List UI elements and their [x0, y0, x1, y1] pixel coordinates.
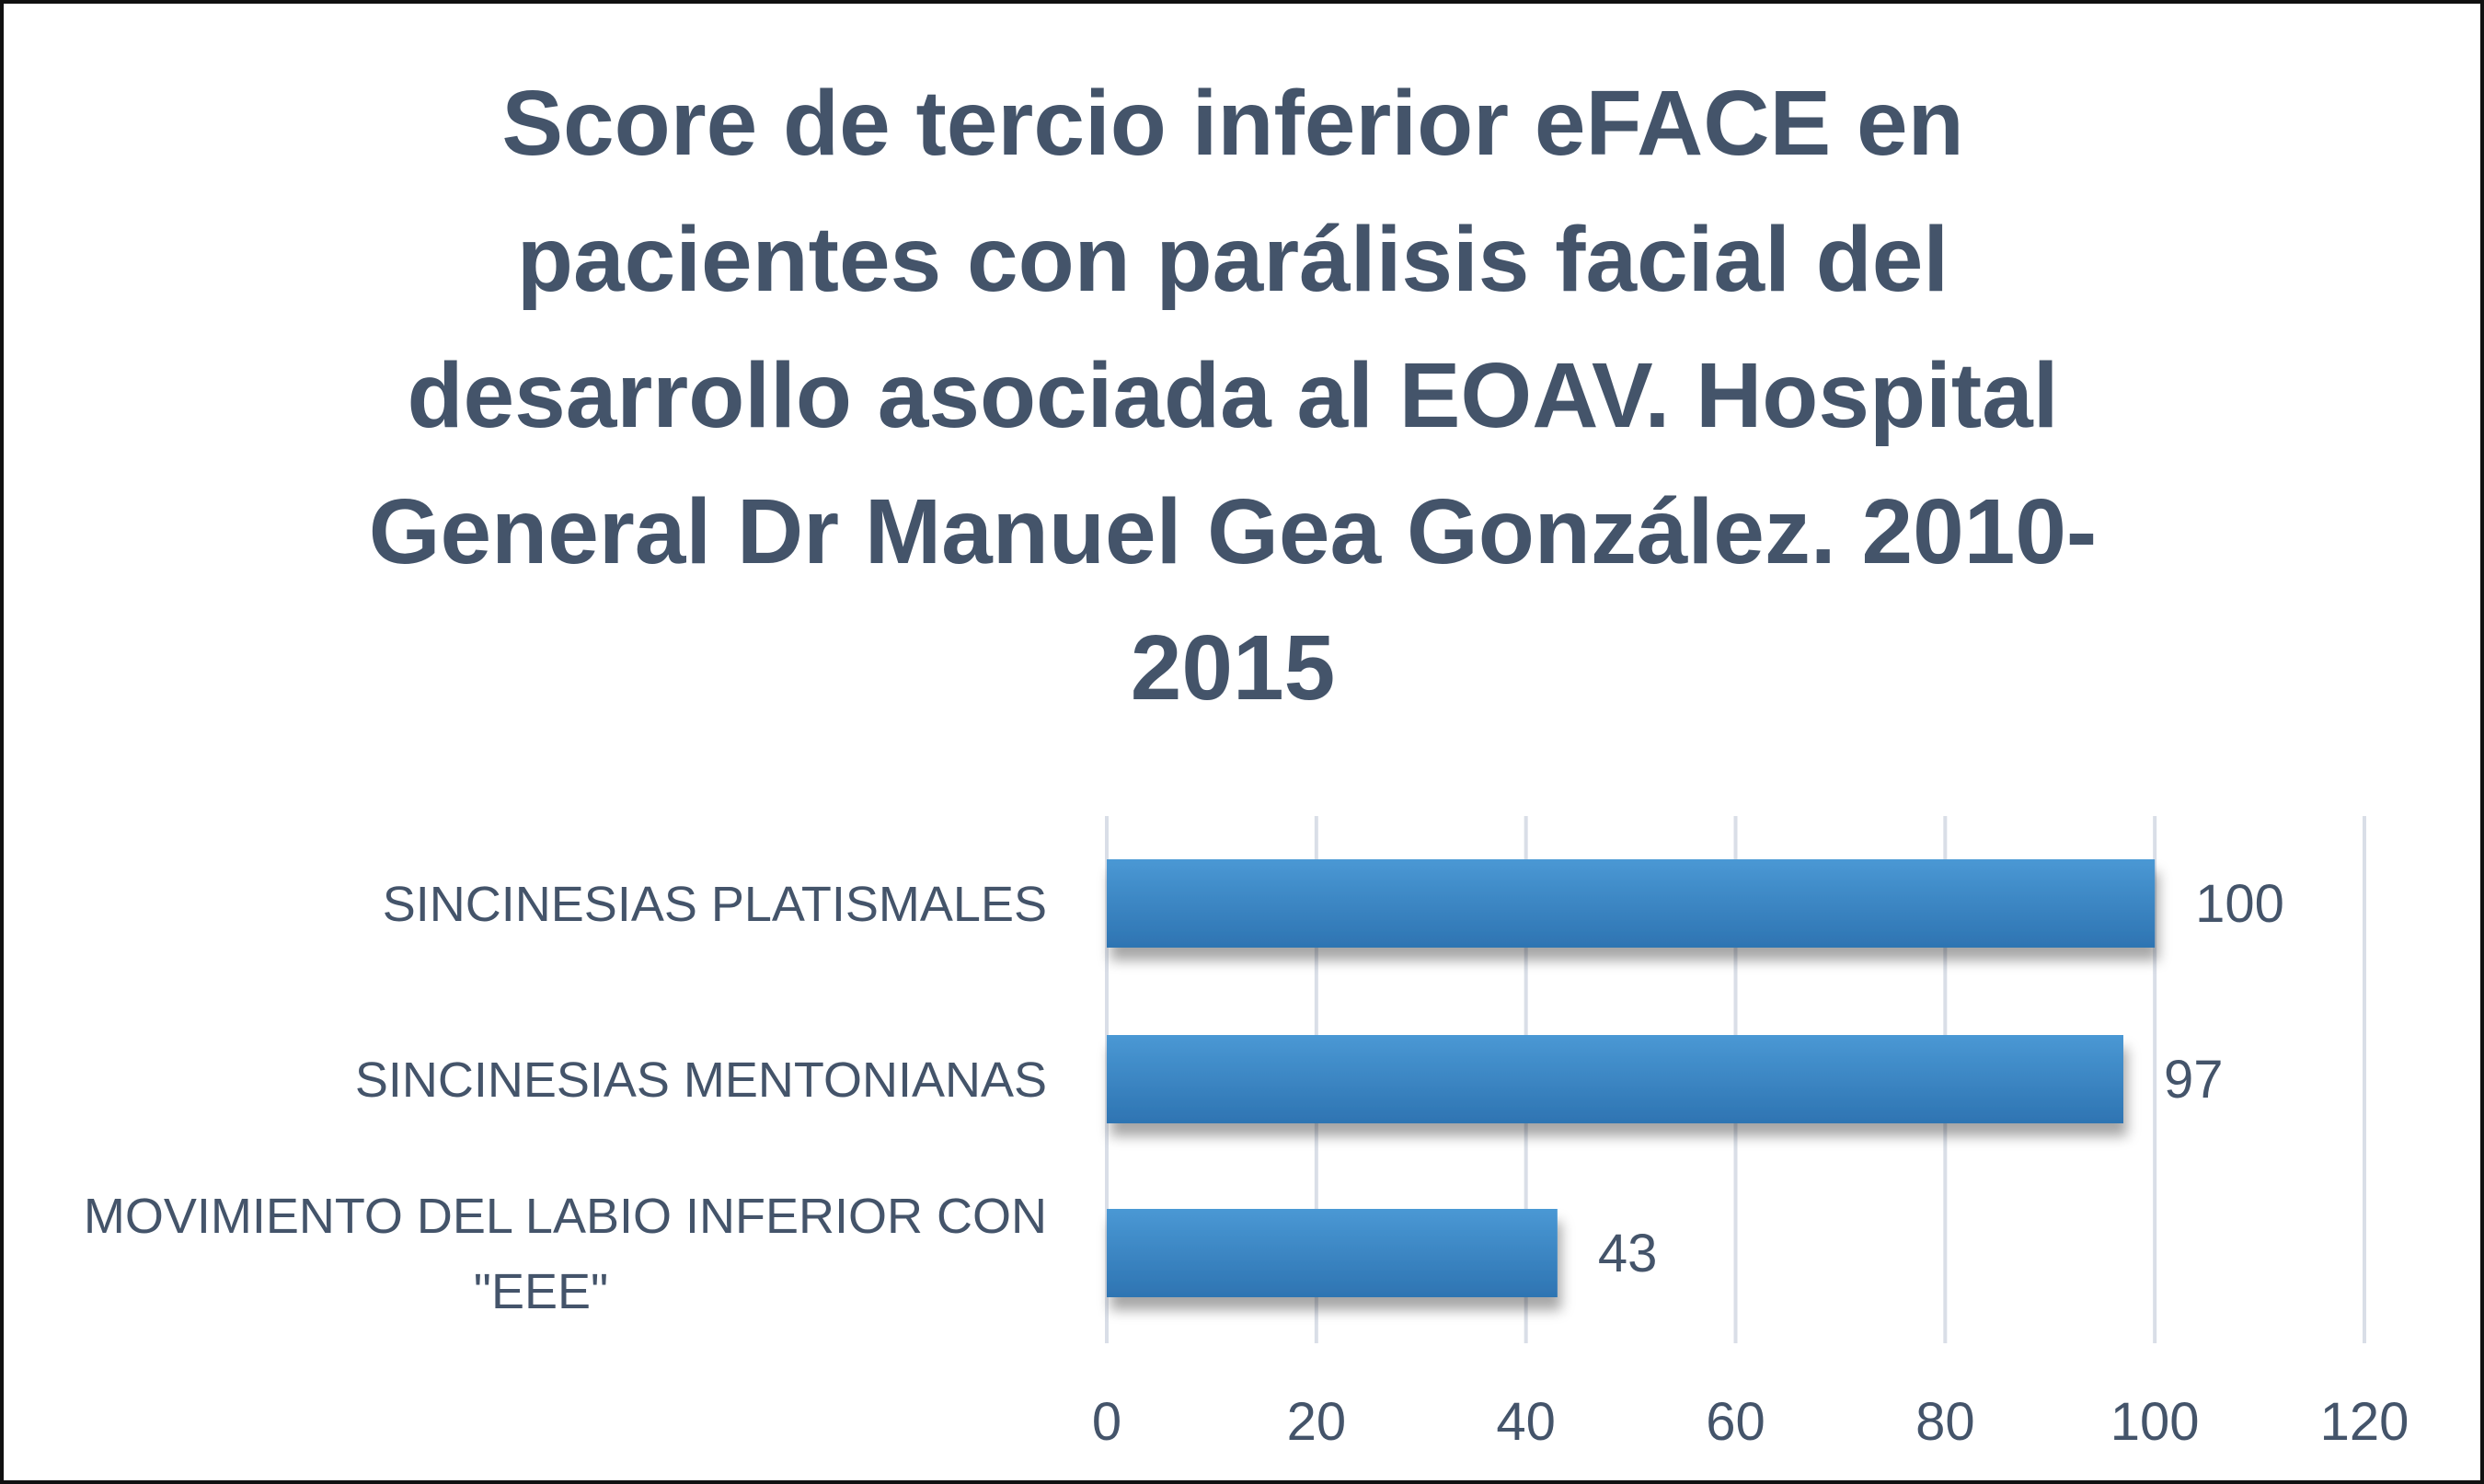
chart-title-line: 2015 [1131, 616, 1335, 719]
x-tick-label: 20 [1287, 1392, 1347, 1452]
category-label: SINCINESIAS PLATISMALES [383, 877, 1047, 932]
x-tick-label: 0 [1092, 1392, 1121, 1452]
bars: 100 97 43 [1107, 859, 2284, 1297]
chart-title: Score de tercio inferior eFACE en pacient… [369, 72, 2097, 719]
category-labels: SINCINESIAS PLATISMALES SINCINESIAS MENTO… [84, 877, 1047, 1319]
chart-title-line: desarrollo asociada al EOAV. Hospital [407, 344, 2058, 447]
category-label: MOVIMIENTO DEL LABIO INFERIOR CON [84, 1189, 1047, 1244]
bar [1107, 859, 2156, 948]
bar [1107, 1209, 1558, 1297]
x-tick-label: 100 [2110, 1392, 2200, 1452]
category-label: "EEE" [474, 1264, 608, 1319]
category-label: SINCINESIAS MENTONIANAS [355, 1053, 1047, 1108]
chart-title-line: pacientes con parálisis facial del [517, 208, 1949, 311]
x-tick-label: 80 [1915, 1392, 1975, 1452]
x-tick-label: 120 [2320, 1392, 2409, 1452]
x-tick-label: 40 [1496, 1392, 1556, 1452]
data-label: 100 [2195, 874, 2284, 934]
data-label: 43 [1598, 1224, 1658, 1283]
data-label: 97 [2164, 1050, 2224, 1110]
bar [1107, 1035, 2123, 1123]
chart-title-line: Score de tercio inferior eFACE en [501, 72, 1963, 175]
x-tick-label: 60 [1706, 1392, 1765, 1452]
x-axis-ticks: 0 20 40 60 80 100 120 [1092, 1392, 2409, 1452]
chart-title-line: General Dr Manuel Gea González. 2010- [369, 480, 2097, 583]
